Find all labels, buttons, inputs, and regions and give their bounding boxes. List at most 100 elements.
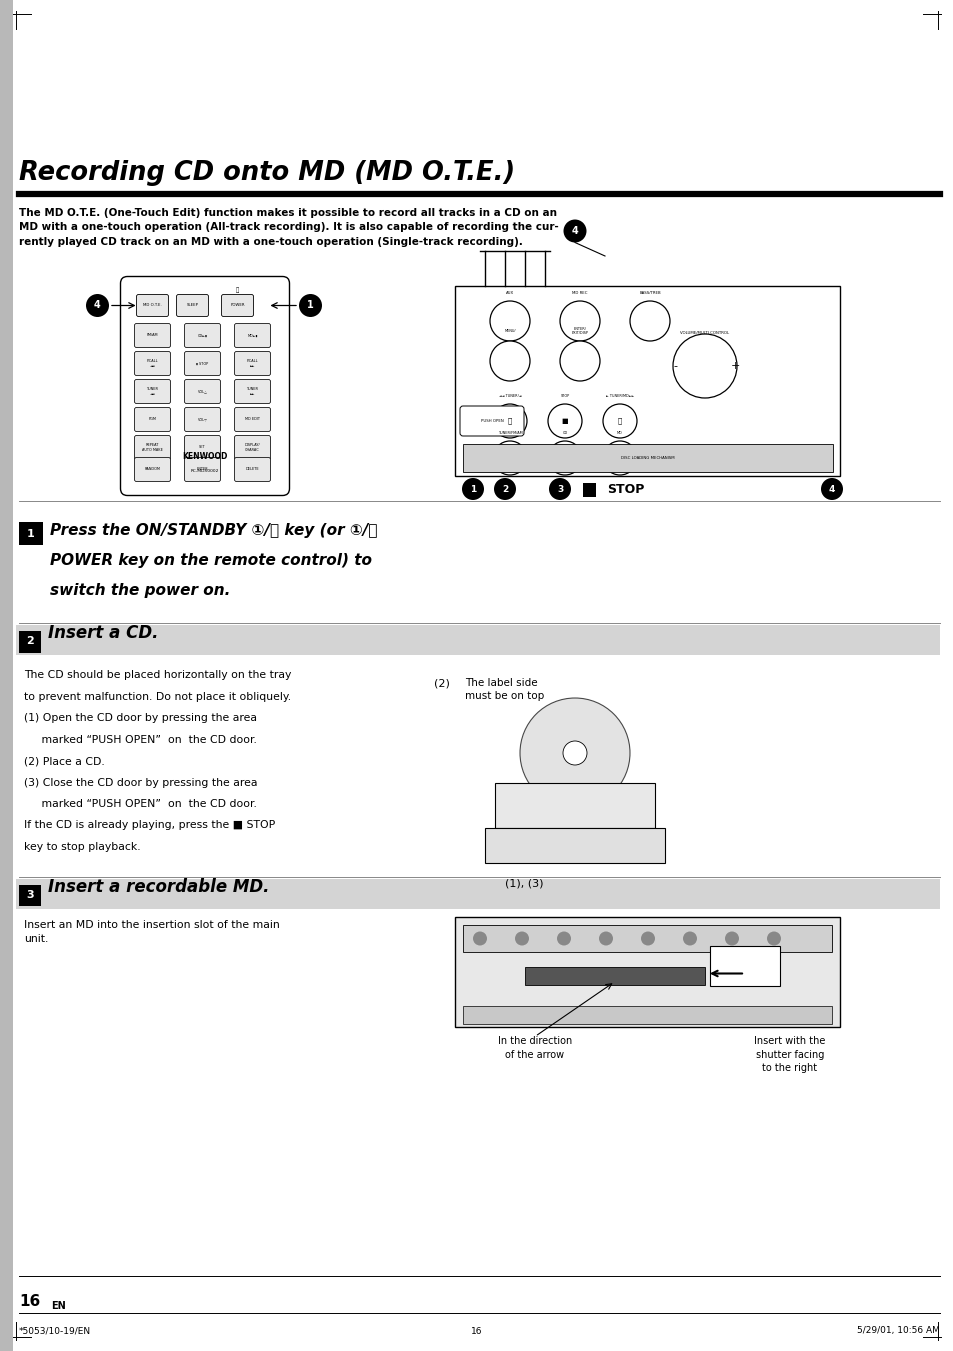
FancyBboxPatch shape <box>234 458 271 481</box>
Text: The CD should be placed horizontally on the tray: The CD should be placed horizontally on … <box>24 670 291 680</box>
Bar <box>462 924 831 951</box>
Text: Insert with the
shutter facing
to the right: Insert with the shutter facing to the ri… <box>754 1036 825 1073</box>
FancyBboxPatch shape <box>134 351 171 376</box>
Text: DISC LOADING MECHANISM: DISC LOADING MECHANISM <box>620 457 674 459</box>
Text: 16: 16 <box>19 1293 40 1309</box>
FancyBboxPatch shape <box>184 458 220 481</box>
Bar <box>0 0 13 1351</box>
Circle shape <box>461 478 483 500</box>
Text: DELETE: DELETE <box>246 467 259 471</box>
Text: 4: 4 <box>571 226 578 236</box>
Text: REPEAT
AUTO MAKE: REPEAT AUTO MAKE <box>142 443 163 451</box>
Text: Press the ON/STANDBY ①/⌛ key (or ①/⌛: Press the ON/STANDBY ①/⌛ key (or ①/⌛ <box>50 523 377 538</box>
FancyBboxPatch shape <box>234 380 271 404</box>
Text: ■: ■ <box>561 417 568 424</box>
Text: In the direction
of the arrow: In the direction of the arrow <box>497 1036 572 1059</box>
Text: VOL▽: VOL▽ <box>197 417 207 422</box>
Text: SLEEP: SLEEP <box>186 304 198 308</box>
FancyBboxPatch shape <box>221 295 253 316</box>
Text: switch the power on.: switch the power on. <box>50 584 230 598</box>
Circle shape <box>640 931 655 946</box>
Text: PGM: PGM <box>149 417 156 422</box>
Text: BASS/TREB: BASS/TREB <box>639 290 660 295</box>
Text: 1: 1 <box>27 530 34 539</box>
Text: The MD O.T.E. (One-Touch Edit) function makes it possible to record all tracks i: The MD O.T.E. (One-Touch Edit) function … <box>19 208 558 247</box>
Text: KENWOOD: KENWOOD <box>182 453 228 461</box>
Circle shape <box>682 931 697 946</box>
Bar <box>19 885 40 907</box>
Text: MD REC: MD REC <box>572 290 587 295</box>
Circle shape <box>490 301 530 340</box>
Text: TUNER
►►: TUNER ►► <box>246 388 258 396</box>
Text: P.CALL
►►: P.CALL ►► <box>247 359 258 367</box>
Circle shape <box>821 478 842 500</box>
Circle shape <box>629 301 669 340</box>
FancyBboxPatch shape <box>134 435 171 459</box>
Bar <box>462 444 832 471</box>
Text: FM/AM: FM/AM <box>147 334 158 338</box>
FancyBboxPatch shape <box>234 351 271 376</box>
Bar <box>484 828 664 863</box>
Bar <box>709 946 780 985</box>
FancyBboxPatch shape <box>136 295 169 316</box>
Text: ◄◄ TUNER/◄: ◄◄ TUNER/◄ <box>498 394 520 399</box>
Text: EN: EN <box>51 1301 66 1310</box>
Bar <box>19 521 43 544</box>
Bar <box>582 484 596 497</box>
Text: MD: MD <box>617 431 622 435</box>
Text: ⏮: ⏮ <box>507 417 512 424</box>
Circle shape <box>559 301 599 340</box>
Text: The label side
must be on top: The label side must be on top <box>464 678 543 701</box>
FancyBboxPatch shape <box>459 407 523 436</box>
Text: ⏻: ⏻ <box>235 288 239 293</box>
Text: STOP: STOP <box>606 482 643 496</box>
Bar <box>16 878 939 908</box>
Text: VOL△: VOL△ <box>197 389 207 393</box>
Text: key to stop playback.: key to stop playback. <box>24 842 140 852</box>
Bar <box>16 626 939 655</box>
Text: to prevent malfunction. Do not place it obliquely.: to prevent malfunction. Do not place it … <box>24 692 291 701</box>
Text: TUNER/FM/AM: TUNER/FM/AM <box>497 431 521 435</box>
Bar <box>19 631 40 653</box>
Circle shape <box>598 931 613 946</box>
Bar <box>455 916 840 1027</box>
Text: SET: SET <box>199 446 206 450</box>
Circle shape <box>563 219 586 242</box>
FancyBboxPatch shape <box>234 323 271 347</box>
Text: MD O.T.E.: MD O.T.E. <box>143 304 162 308</box>
Text: (3) Close the CD door by pressing the area: (3) Close the CD door by pressing the ar… <box>24 777 257 788</box>
Circle shape <box>557 931 571 946</box>
FancyBboxPatch shape <box>176 295 209 316</box>
FancyBboxPatch shape <box>134 408 171 431</box>
Circle shape <box>548 478 571 500</box>
Text: VOLUME/MULTI CONTROL: VOLUME/MULTI CONTROL <box>679 331 729 335</box>
FancyBboxPatch shape <box>234 408 271 431</box>
Text: 1: 1 <box>307 300 314 311</box>
Text: marked “PUSH OPEN”  on  the CD door.: marked “PUSH OPEN” on the CD door. <box>24 798 256 809</box>
Text: MD EDIT: MD EDIT <box>245 417 260 422</box>
FancyBboxPatch shape <box>184 435 220 459</box>
Text: 3: 3 <box>26 890 33 900</box>
Text: ENTER: ENTER <box>196 467 208 471</box>
Text: P.CALL
◄◄: P.CALL ◄◄ <box>147 359 158 367</box>
Text: POWER: POWER <box>230 304 245 308</box>
Bar <box>462 1005 831 1024</box>
Circle shape <box>515 931 529 946</box>
Circle shape <box>672 334 737 399</box>
Text: Insert a CD.: Insert a CD. <box>48 624 158 642</box>
Circle shape <box>766 931 781 946</box>
Text: ⏭: ⏭ <box>618 417 621 424</box>
Circle shape <box>547 440 581 476</box>
FancyBboxPatch shape <box>184 408 220 431</box>
Text: (2): (2) <box>434 678 450 688</box>
Circle shape <box>493 404 526 438</box>
Text: +: + <box>730 361 739 372</box>
Text: *5053/10-19/EN: *5053/10-19/EN <box>19 1327 91 1336</box>
Text: Insert an MD into the insertion slot of the main
unit.: Insert an MD into the insertion slot of … <box>24 920 279 944</box>
Circle shape <box>490 340 530 381</box>
FancyBboxPatch shape <box>134 380 171 404</box>
Circle shape <box>547 404 581 438</box>
Text: 2: 2 <box>501 485 508 493</box>
Text: 4: 4 <box>828 485 834 493</box>
FancyBboxPatch shape <box>184 323 220 347</box>
